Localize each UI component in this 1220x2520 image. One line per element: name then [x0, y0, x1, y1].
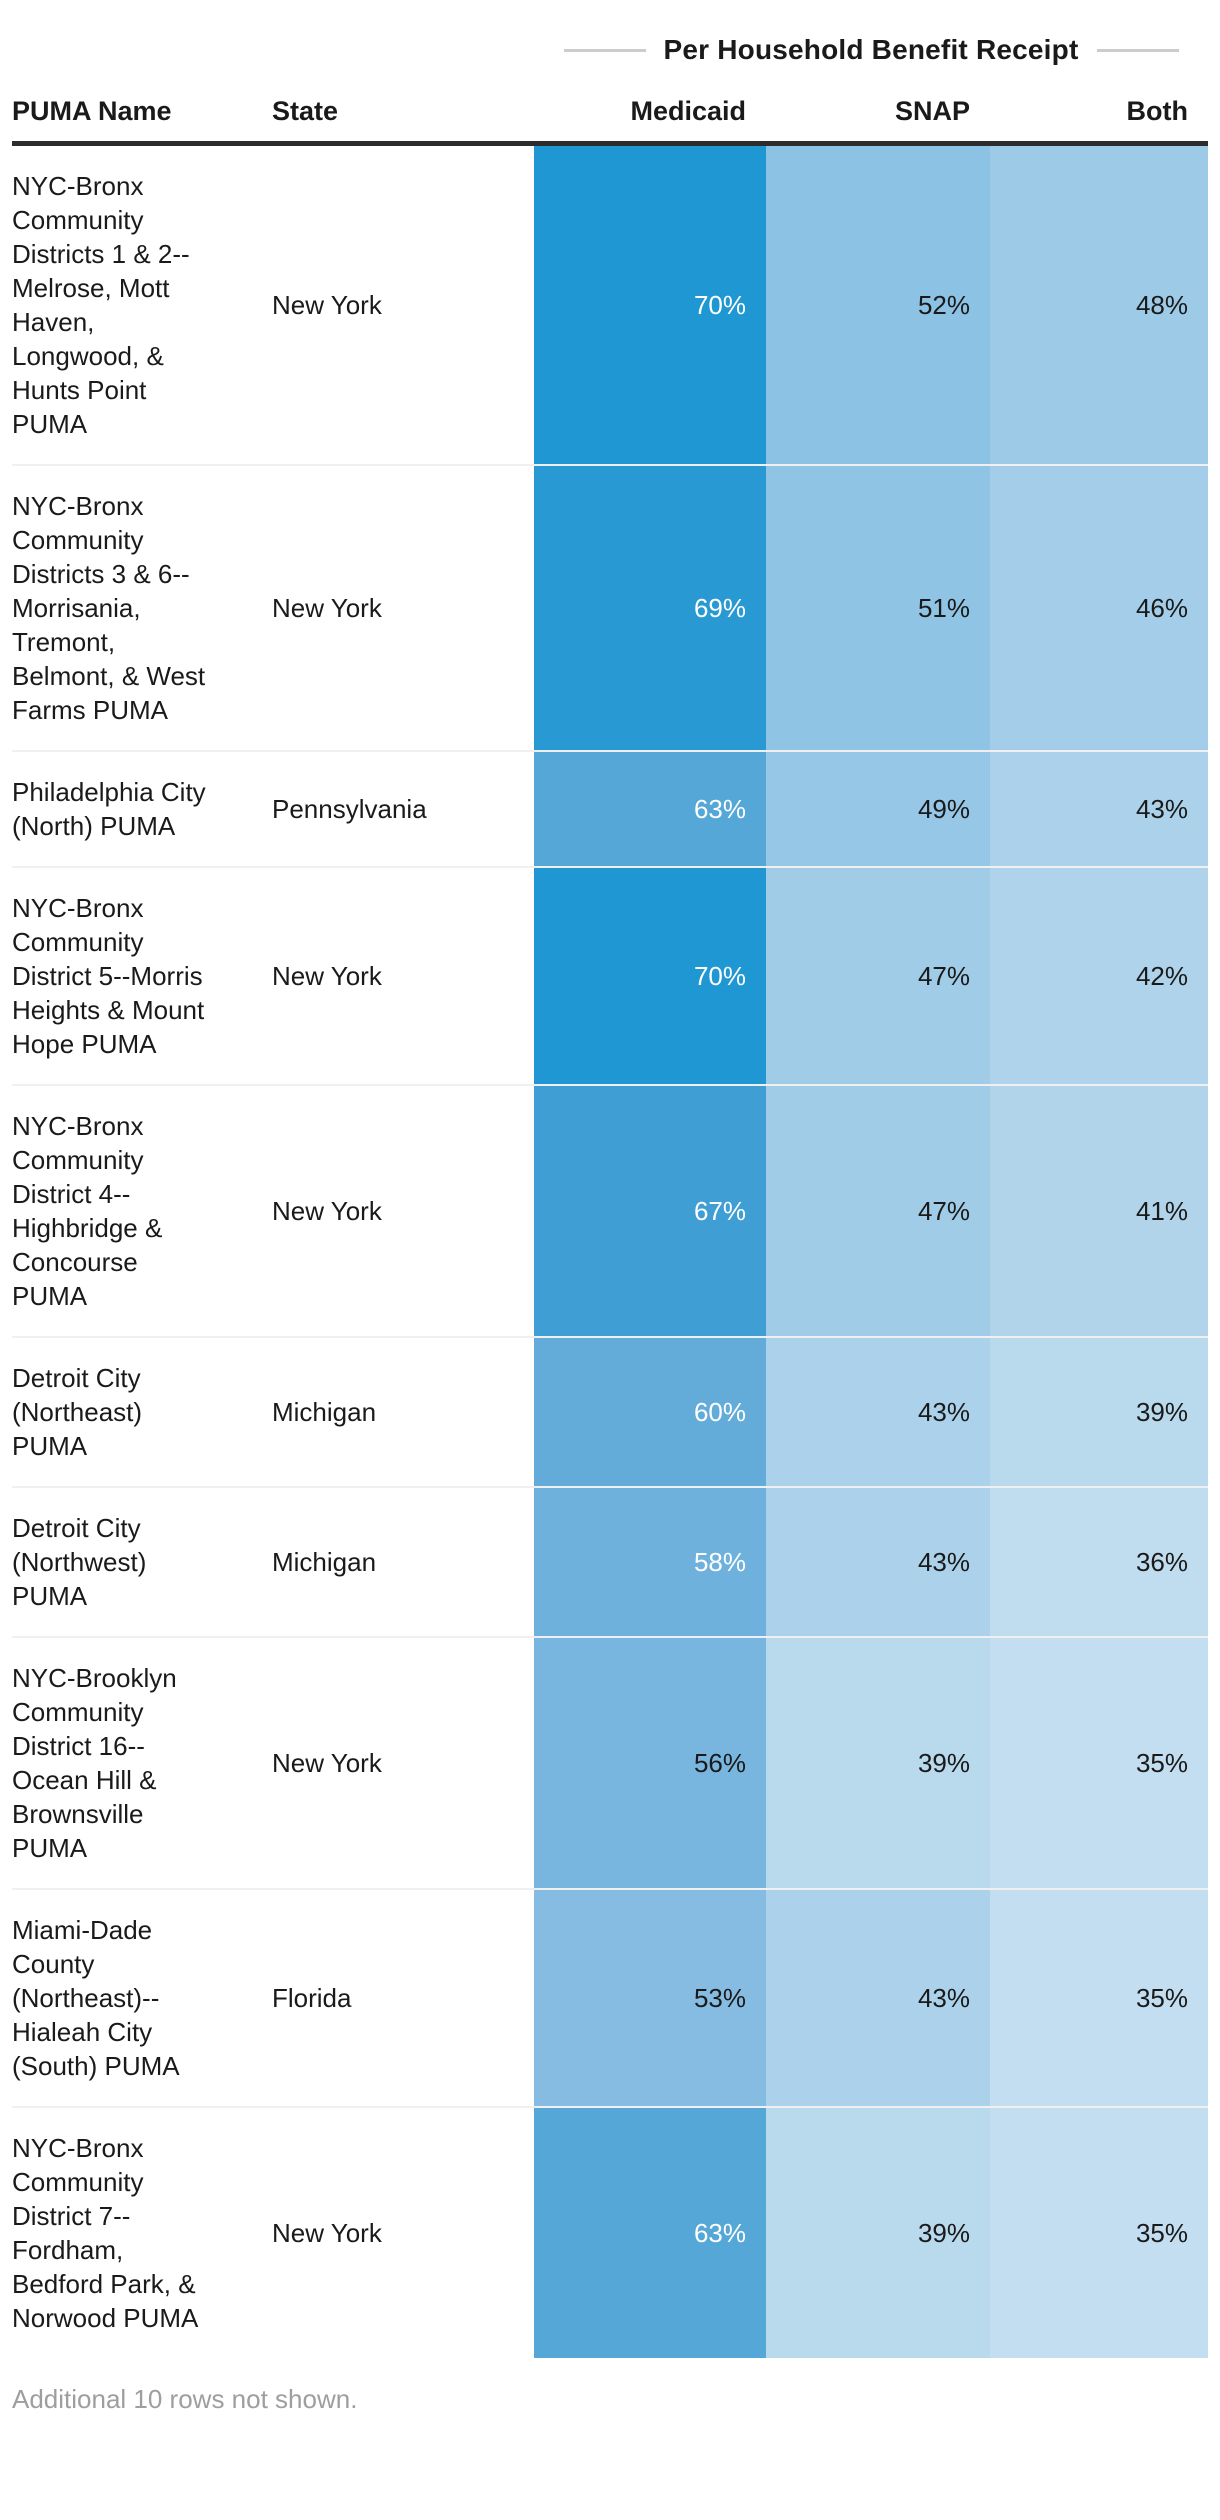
both-cell: 35% — [990, 2108, 1208, 2358]
medicaid-cell: 53% — [534, 1890, 766, 2106]
puma-name-cell: Miami-Dade County (Northeast)--Hialeah C… — [12, 1915, 180, 2081]
group-header-row: Per Household Benefit Receipt — [12, 34, 1208, 66]
puma-name-cell: NYC-Bronx Community District 4--Highbrid… — [12, 1111, 163, 1311]
state-cell: New York — [272, 2217, 382, 2248]
both-cell: 43% — [990, 752, 1208, 866]
snap-cell: 49% — [766, 752, 990, 866]
table-body: NYC-Bronx Community Districts 1 & 2--Mel… — [12, 146, 1208, 2358]
snap-cell: 52% — [766, 146, 990, 464]
snap-cell: 39% — [766, 2108, 990, 2358]
medicaid-cell: 60% — [534, 1338, 766, 1486]
snap-cell: 43% — [766, 1890, 990, 2106]
group-header-title: Per Household Benefit Receipt — [663, 34, 1079, 65]
both-cell: 39% — [990, 1338, 1208, 1486]
state-cell: New York — [272, 1195, 382, 1226]
table-row: Detroit City (Northwest) PUMA Michigan 5… — [12, 1486, 1208, 1636]
both-cell: 46% — [990, 466, 1208, 750]
table-row: NYC-Bronx Community District 4--Highbrid… — [12, 1084, 1208, 1336]
table-row: Detroit City (Northeast) PUMA Michigan 6… — [12, 1336, 1208, 1486]
snap-cell: 51% — [766, 466, 990, 750]
state-cell: Michigan — [272, 1546, 377, 1577]
both-cell: 42% — [990, 868, 1208, 1084]
snap-cell: 43% — [766, 1488, 990, 1636]
medicaid-cell: 63% — [534, 2108, 766, 2358]
column-header-snap: SNAP — [894, 96, 970, 126]
rule-line-right — [1096, 48, 1179, 52]
table-row: NYC-Bronx Community District 7--Fordham,… — [12, 2106, 1208, 2358]
column-header-row: PUMA Name State Medicaid SNAP Both — [12, 96, 1208, 146]
column-header-puma-name: PUMA Name — [12, 96, 172, 126]
medicaid-cell: 63% — [534, 752, 766, 866]
state-cell: New York — [272, 592, 382, 623]
table-row: Philadelphia City (North) PUMA Pennsylva… — [12, 750, 1208, 866]
state-cell: Pennsylvania — [272, 793, 427, 824]
medicaid-cell: 69% — [534, 466, 766, 750]
both-cell: 48% — [990, 146, 1208, 464]
column-header-both: Both — [1126, 96, 1188, 126]
rule-line-left — [563, 48, 646, 52]
both-cell: 35% — [990, 1890, 1208, 2106]
snap-cell: 47% — [766, 868, 990, 1084]
snap-cell: 47% — [766, 1086, 990, 1336]
state-cell: New York — [272, 1747, 382, 1778]
state-cell: New York — [272, 960, 382, 991]
medicaid-cell: 67% — [534, 1086, 766, 1336]
table-row: NYC-Brooklyn Community District 16--Ocea… — [12, 1636, 1208, 1888]
medicaid-cell: 70% — [534, 146, 766, 464]
state-cell: New York — [272, 289, 382, 320]
footer-note: Additional 10 rows not shown. — [12, 2384, 358, 2414]
column-header-state: State — [272, 96, 339, 126]
state-cell: Florida — [272, 1982, 352, 2013]
puma-name-cell: NYC-Bronx Community Districts 3 & 6--Mor… — [12, 491, 206, 725]
medicaid-cell: 70% — [534, 868, 766, 1084]
medicaid-cell: 56% — [534, 1638, 766, 1888]
snap-cell: 39% — [766, 1638, 990, 1888]
table-row: NYC-Bronx Community Districts 1 & 2--Mel… — [12, 146, 1208, 464]
benefit-receipt-table: Per Household Benefit Receipt PUMA Name … — [12, 34, 1208, 2414]
both-cell: 35% — [990, 1638, 1208, 1888]
puma-name-cell: Philadelphia City (North) PUMA — [12, 777, 206, 841]
puma-name-cell: NYC-Brooklyn Community District 16--Ocea… — [12, 1663, 177, 1863]
both-cell: 36% — [990, 1488, 1208, 1636]
table-row: NYC-Bronx Community District 5--Morris H… — [12, 866, 1208, 1084]
snap-cell: 43% — [766, 1338, 990, 1486]
table-row: Miami-Dade County (Northeast)--Hialeah C… — [12, 1888, 1208, 2106]
table-row: NYC-Bronx Community Districts 3 & 6--Mor… — [12, 464, 1208, 750]
both-cell: 41% — [990, 1086, 1208, 1336]
puma-name-cell: NYC-Bronx Community District 5--Morris H… — [12, 893, 205, 1059]
puma-name-cell: Detroit City (Northwest) PUMA — [12, 1513, 147, 1611]
group-header: Per Household Benefit Receipt — [534, 34, 1208, 66]
state-cell: Michigan — [272, 1396, 377, 1427]
puma-name-cell: NYC-Bronx Community Districts 1 & 2--Mel… — [12, 171, 190, 439]
puma-name-cell: NYC-Bronx Community District 7--Fordham,… — [12, 2133, 199, 2333]
medicaid-cell: 58% — [534, 1488, 766, 1636]
column-header-medicaid: Medicaid — [630, 96, 746, 126]
puma-name-cell: Detroit City (Northeast) PUMA — [12, 1363, 143, 1461]
